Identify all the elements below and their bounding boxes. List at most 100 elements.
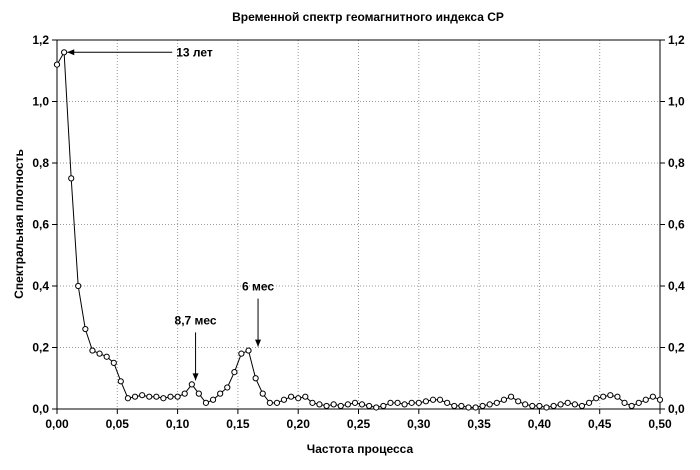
data-point (649, 393, 656, 400)
data-point (507, 393, 515, 400)
y-tick-label-right: 0,4 (668, 279, 685, 293)
data-point (217, 390, 224, 397)
data-point (635, 399, 642, 406)
data-point (224, 384, 231, 391)
y-tick-label-right: 0,2 (668, 341, 685, 355)
y-tick-label-left: 0,2 (32, 341, 49, 355)
x-tick-label: 0,35 (467, 417, 491, 431)
data-point (68, 175, 75, 182)
data-point (621, 399, 628, 406)
data-point (110, 359, 117, 366)
data-point (472, 404, 479, 411)
y-tick-label-right: 0,6 (668, 218, 685, 232)
data-point (628, 402, 635, 410)
data-point (408, 399, 415, 406)
data-point (139, 392, 146, 399)
data-point (252, 375, 259, 382)
ticks-layer: 0,00 0,05 0,10 0,15 0,20 0,25 0,30 0,35 0,40 0,45… (32, 33, 685, 431)
y-tick-label-left: 1,0 (32, 95, 49, 109)
data-point (500, 396, 508, 403)
grid-layer (57, 40, 660, 409)
data-point (387, 399, 394, 406)
y-tick-label-left: 1,2 (32, 33, 49, 47)
data-point (195, 390, 202, 397)
data-point (273, 399, 281, 406)
data-point (323, 402, 330, 410)
data-point (259, 390, 266, 397)
y-tick-label-right: 1,0 (668, 95, 685, 109)
data-point (642, 396, 649, 403)
data-point (366, 402, 373, 410)
data-point (266, 399, 273, 406)
x-tick-label: 0,30 (407, 417, 431, 431)
x-tick-label: 0,15 (226, 417, 250, 431)
y-tick-label-right: 1,2 (668, 33, 685, 47)
data-point (444, 399, 451, 406)
annotation-layer: 13 лет 8,7 мес 6 мес (67, 45, 274, 381)
data-point (656, 396, 664, 403)
data-point (550, 402, 557, 410)
data-point (358, 401, 366, 408)
data-point (280, 396, 288, 403)
data-point (486, 401, 493, 408)
data-point (422, 398, 430, 405)
data-point (522, 401, 529, 408)
data-point (330, 401, 337, 408)
data-point (571, 401, 578, 408)
data-point (174, 393, 181, 400)
data-point (614, 393, 621, 400)
data-point (309, 399, 316, 406)
data-point (557, 401, 564, 408)
data-point (344, 401, 351, 408)
data-point (238, 350, 245, 357)
data-point (607, 392, 614, 399)
points-layer (53, 49, 664, 411)
annotation-label: 6 мес (242, 280, 274, 294)
data-point (436, 396, 444, 403)
y-tick-label-right: 0,8 (668, 156, 685, 170)
data-point (202, 399, 210, 406)
data-point (536, 402, 543, 410)
x-axis-label: Частота процесса (307, 442, 414, 456)
data-point (302, 393, 309, 400)
data-point (543, 404, 550, 411)
data-point (493, 399, 500, 406)
y-tick-label-left: 0,8 (32, 156, 49, 170)
data-point (295, 395, 302, 402)
data-point (245, 347, 252, 354)
annotation-label: 8,7 мес (175, 313, 217, 327)
x-tick-label: 0,10 (166, 417, 190, 431)
data-point (287, 393, 295, 400)
data-point (380, 402, 387, 410)
data-point (429, 396, 437, 403)
data-point (188, 381, 195, 388)
x-tick-label: 0,20 (287, 417, 311, 431)
data-point (167, 393, 174, 400)
data-point (585, 399, 593, 406)
data-point (515, 398, 522, 405)
data-point (316, 401, 323, 408)
data-point (160, 395, 167, 402)
y-tick-label-left: 0,0 (32, 402, 49, 416)
data-point (458, 402, 465, 410)
data-point (415, 399, 422, 406)
data-point (231, 369, 238, 376)
x-tick-label: 0,00 (45, 417, 69, 431)
annotation-label: 13 лет (176, 45, 213, 59)
data-point (600, 393, 607, 400)
data-point (578, 402, 586, 410)
data-point (209, 396, 217, 403)
data-point (529, 402, 536, 410)
data-point (337, 402, 344, 410)
annotation-arrow (192, 373, 199, 381)
chart-title: Временной спектр геомагнитного индекса С… (232, 10, 504, 24)
data-point (564, 399, 571, 406)
annotation-arrow (255, 339, 262, 347)
data-point (131, 393, 139, 400)
y-axis-label: Спектральная плотность (12, 149, 26, 299)
data-point (153, 393, 160, 400)
data-point (373, 404, 380, 411)
data-point (146, 393, 153, 400)
data-point (593, 395, 600, 402)
